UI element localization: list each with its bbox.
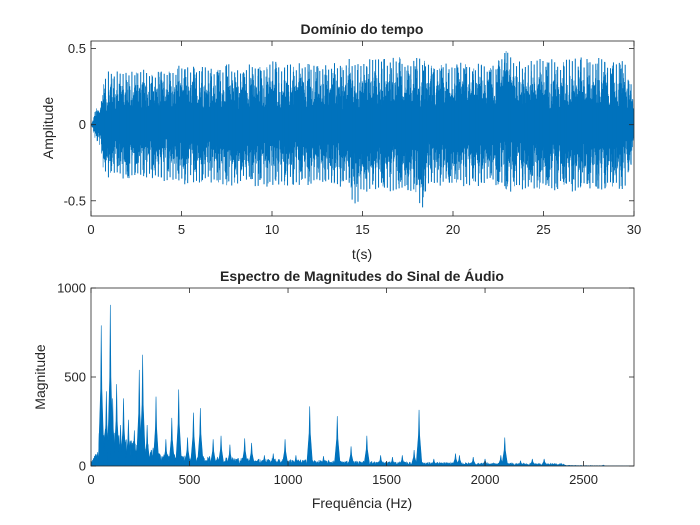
x-tick-label: 5 — [178, 222, 185, 237]
spectrum-peak — [306, 406, 314, 466]
spectrum-peak — [560, 463, 567, 466]
spectrum-plot-title: Espectro de Magnitudes do Sinal de Áudio — [220, 268, 504, 284]
x-tick-label: 2000 — [471, 472, 500, 487]
spectrum-peak — [540, 458, 548, 466]
spectrum-peak — [152, 396, 160, 466]
spectrum-peak — [389, 457, 396, 466]
time-y-ticks: -0.5 0 0.5 — [64, 41, 634, 208]
spectrum-peak — [363, 435, 371, 466]
time-x-axis-label: t(s) — [352, 246, 372, 262]
spectrum-peak — [410, 449, 418, 466]
spectrum-plot: 0 500 1000 1500 2000 2500 0 500 1000 Espectro d… — [32, 268, 635, 511]
spectrum-peak — [320, 456, 327, 466]
x-tick-label: 10 — [265, 222, 279, 237]
spectrum-y-ticks: 0 500 1000 — [57, 281, 634, 474]
spectrum-y-axis-label: Magnitude — [32, 344, 48, 410]
spectrum-peak — [528, 458, 536, 466]
spectrum-peak — [430, 458, 438, 466]
spectrum-peak — [292, 455, 300, 466]
spectrum-x-ticks: 0 500 1000 1500 2000 2500 — [87, 288, 598, 487]
spectrum-peak — [109, 398, 116, 466]
spectrum-peak — [107, 304, 114, 466]
time-y-axis-label: Amplitude — [40, 97, 56, 159]
x-tick-label: 0 — [87, 472, 94, 487]
spectrum-peak — [184, 437, 191, 466]
spectrum-peak — [97, 325, 105, 466]
spectrum-peaks — [97, 304, 607, 466]
spectrum-peak — [281, 439, 289, 466]
spectrum-peak — [120, 398, 127, 466]
x-tick-label: 20 — [446, 222, 460, 237]
time-x-ticks: 0 5 10 15 20 25 30 — [87, 41, 641, 237]
x-tick-label: 2500 — [569, 472, 598, 487]
y-tick-label: 0 — [79, 459, 86, 474]
spectrum-peak — [398, 455, 406, 466]
spectrum-peak — [452, 453, 459, 466]
spectrum-peak — [241, 438, 248, 466]
spectrum-plot-area — [91, 288, 634, 466]
spectrum-peak — [197, 408, 204, 466]
spectrum-peak — [139, 354, 146, 466]
x-tick-label: 0 — [87, 222, 94, 237]
spectrum-peak — [162, 439, 170, 466]
y-tick-label: 500 — [64, 370, 86, 385]
spectrum-peak — [347, 446, 355, 466]
x-tick-label: 500 — [179, 472, 201, 487]
x-tick-label: 25 — [536, 222, 550, 237]
spectrum-peak — [143, 425, 151, 466]
spectrum-peak — [217, 435, 225, 466]
spectrum-peak — [269, 453, 277, 466]
spectrum-peak — [190, 412, 197, 466]
spectrum-x-axis-label: Frequência (Hz) — [312, 495, 412, 511]
y-tick-label: 1000 — [57, 281, 86, 296]
spectrum-peak — [501, 437, 509, 466]
spectrum-peak — [333, 416, 341, 466]
spectrum-peak — [415, 409, 423, 466]
time-plot-title: Domínio do tempo — [301, 21, 424, 37]
time-signal-spikes — [104, 52, 632, 208]
x-tick-label: 30 — [627, 222, 641, 237]
spectrum-peak — [226, 444, 234, 466]
spectrum-peak — [209, 439, 217, 466]
spectrum-peak — [168, 417, 176, 466]
y-tick-label: 0 — [79, 117, 86, 132]
spectrum-peak — [125, 419, 132, 466]
x-tick-label: 15 — [355, 222, 369, 237]
y-tick-label: -0.5 — [64, 193, 86, 208]
spectrum-peak — [248, 442, 255, 466]
x-tick-label: 1000 — [274, 472, 303, 487]
spectrum-peak — [377, 455, 384, 466]
spectrum-peak — [175, 389, 182, 466]
spectrum-peak — [517, 460, 524, 466]
spectrum-peak — [261, 455, 268, 466]
x-tick-label: 1500 — [372, 472, 401, 487]
spectrum-peak — [131, 430, 138, 466]
y-tick-label: 0.5 — [68, 41, 86, 56]
spectrum-peak — [113, 384, 120, 466]
spectrum-peak — [469, 457, 477, 466]
time-domain-plot: 0 5 10 15 20 25 30 -0.500.5 Domínio do tempo t… — [40, 21, 641, 262]
spectrum-peak — [456, 455, 463, 466]
